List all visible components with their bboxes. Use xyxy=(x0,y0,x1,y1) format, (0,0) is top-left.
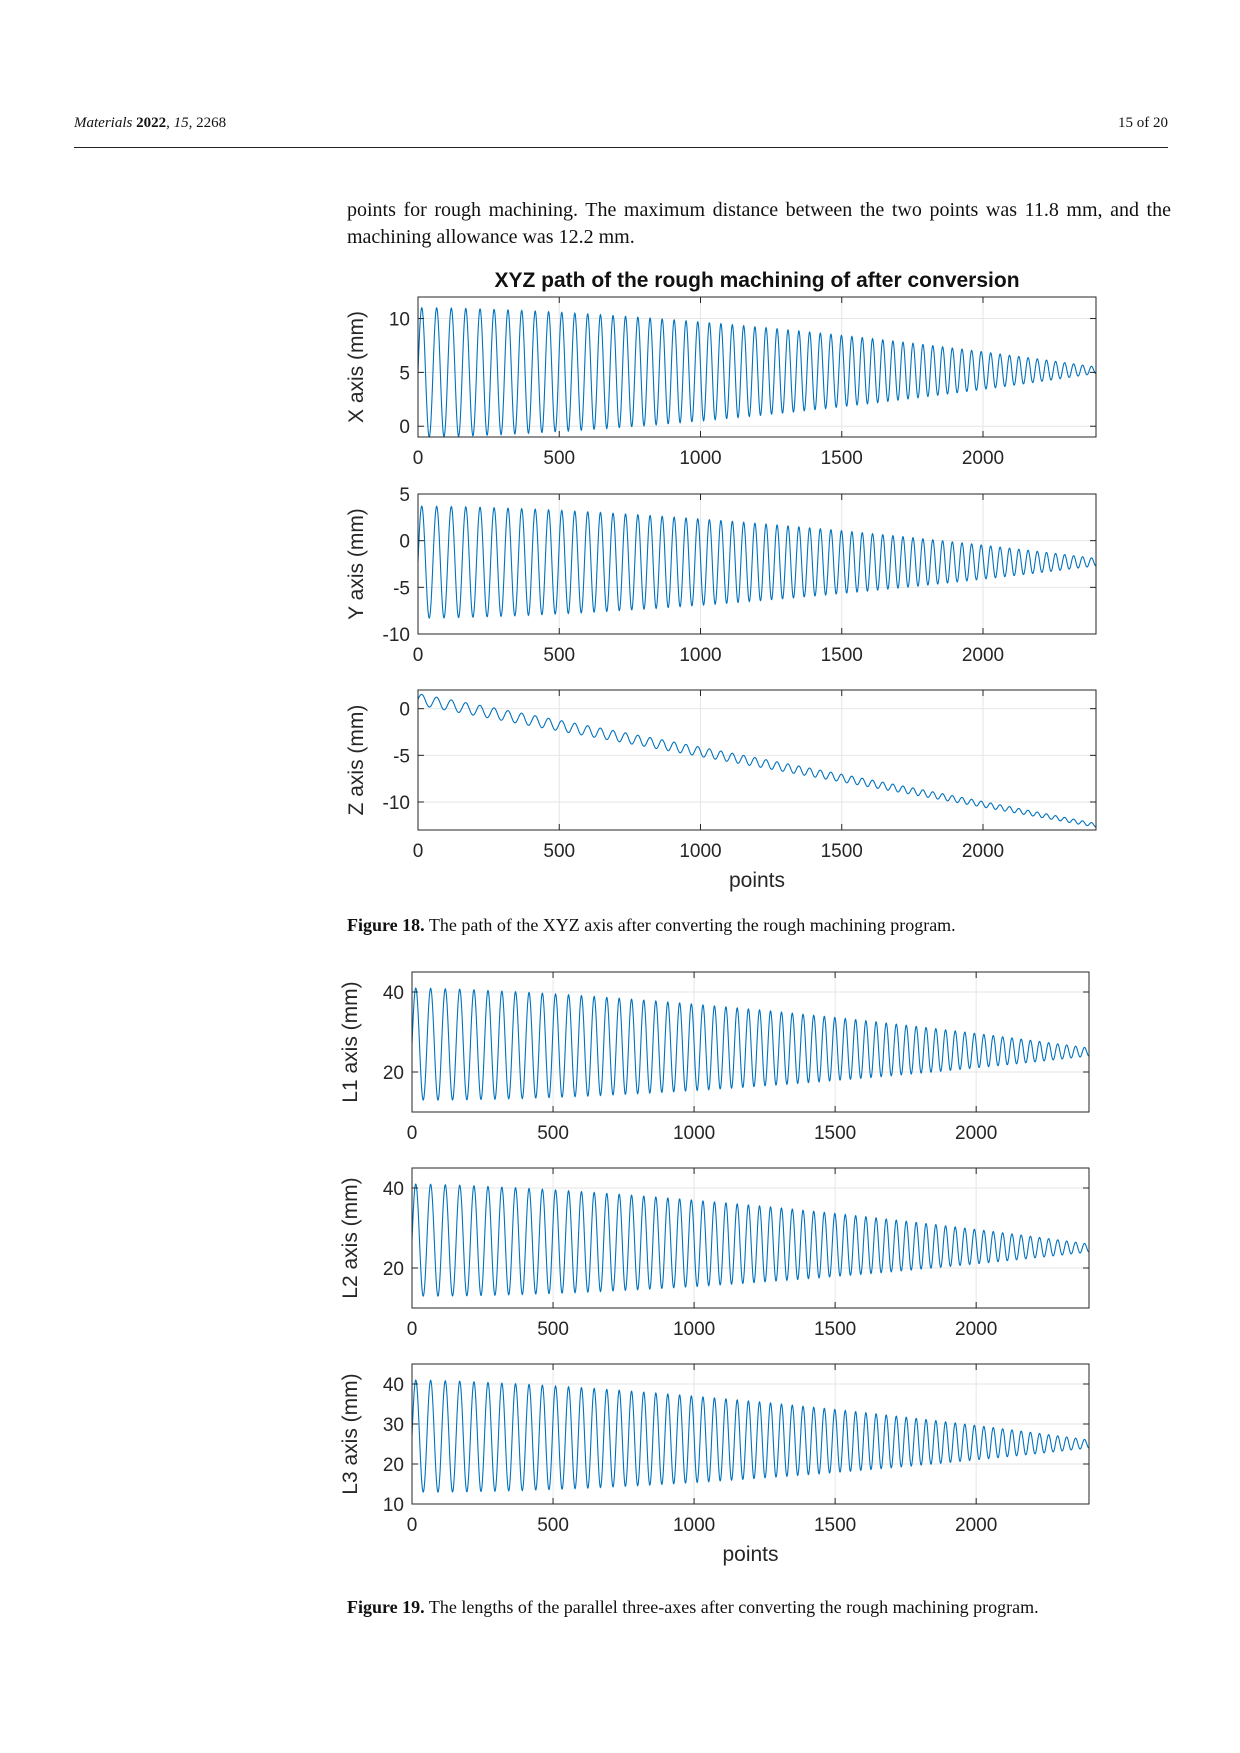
x-tick-label: 0 xyxy=(407,1515,418,1536)
plot-frame xyxy=(411,971,1090,1113)
x-tick-label: 1500 xyxy=(821,841,863,862)
x-tick-label: 500 xyxy=(537,1319,569,1340)
figure-18-caption: Figure 18. The path of the XYZ axis afte… xyxy=(347,913,956,937)
y-axis-label: Y axis (mm) xyxy=(345,508,368,620)
x-tick-label: 500 xyxy=(537,1515,569,1536)
figure-19-label: Figure 19. xyxy=(347,1597,425,1617)
series-line xyxy=(411,1183,1090,1297)
series-line xyxy=(417,306,1097,438)
y-tick-label: 0 xyxy=(399,417,410,438)
plot-frame xyxy=(417,296,1097,438)
x-tick-label: 0 xyxy=(413,645,424,666)
plot-frame xyxy=(417,493,1097,635)
x-tick-label: 1000 xyxy=(673,1515,715,1536)
y-axis-label: L1 axis (mm) xyxy=(339,981,362,1102)
journal-citation: Materials 2022, 15, 2268 xyxy=(74,115,227,131)
page-number: 15 of 20 xyxy=(1118,115,1168,131)
y-tick-label: -5 xyxy=(393,578,410,599)
x-tick-label: 1500 xyxy=(821,645,863,666)
y-tick-label: 5 xyxy=(399,485,410,506)
article-number: 2268 xyxy=(196,115,227,131)
y-tick-label: -10 xyxy=(383,793,410,814)
y-tick-label: 20 xyxy=(383,1063,404,1084)
x-tick-label: 0 xyxy=(407,1319,418,1340)
x-axis-label: points xyxy=(722,1543,778,1566)
x-tick-label: 500 xyxy=(537,1123,569,1144)
y-tick-label: 40 xyxy=(383,983,404,1004)
plot-frame xyxy=(411,1167,1090,1309)
series-line xyxy=(417,693,1097,828)
figure-18-label: Figure 18. xyxy=(347,915,425,935)
y-axis-label: L2 axis (mm) xyxy=(339,1177,362,1298)
y-tick-label: 40 xyxy=(383,1179,404,1200)
x-tick-label: 2000 xyxy=(962,841,1004,862)
series-line xyxy=(417,505,1097,619)
journal-name: Materials xyxy=(74,115,133,131)
x-tick-label: 1000 xyxy=(679,448,721,469)
x-tick-label: 1500 xyxy=(814,1123,856,1144)
y-axis-label: X axis (mm) xyxy=(345,311,368,423)
x-tick-label: 500 xyxy=(543,841,575,862)
page-header: Materials 2022, 15, 2268 15 of 20 xyxy=(74,115,1168,148)
x-tick-label: 0 xyxy=(413,448,424,469)
y-tick-label: -10 xyxy=(383,625,410,646)
x-tick-label: 1500 xyxy=(814,1515,856,1536)
x-tick-label: 2000 xyxy=(962,645,1004,666)
plot-frame xyxy=(411,1363,1090,1505)
y-tick-label: 0 xyxy=(399,700,410,721)
y-tick-label: 0 xyxy=(399,532,410,553)
x-tick-label: 1000 xyxy=(673,1319,715,1340)
y-axis-label: L3 axis (mm) xyxy=(339,1373,362,1494)
x-tick-label: 1000 xyxy=(673,1123,715,1144)
y-tick-label: 10 xyxy=(389,310,410,331)
body-paragraph: points for rough machining. The maximum … xyxy=(347,199,1171,248)
y-tick-label: 5 xyxy=(399,363,410,384)
y-axis-label: Z axis (mm) xyxy=(345,705,368,816)
journal-year: 2022 xyxy=(136,115,167,131)
x-tick-label: 1000 xyxy=(679,841,721,862)
y-tick-label: 10 xyxy=(383,1495,404,1516)
x-tick-label: 2000 xyxy=(955,1319,997,1340)
x-tick-label: 500 xyxy=(543,645,575,666)
series-line xyxy=(411,987,1090,1101)
plot-frame xyxy=(417,689,1097,831)
x-tick-label: 1500 xyxy=(821,448,863,469)
y-tick-label: 30 xyxy=(383,1415,404,1436)
x-tick-label: 0 xyxy=(407,1123,418,1144)
x-tick-label: 2000 xyxy=(955,1515,997,1536)
figure-19-caption: Figure 19. The lengths of the parallel t… xyxy=(347,1595,1039,1619)
chart-title: XYZ path of the rough machining of after… xyxy=(494,269,1019,292)
figure-18-text: The path of the XYZ axis after convertin… xyxy=(424,915,956,935)
x-tick-label: 500 xyxy=(543,448,575,469)
x-tick-label: 2000 xyxy=(962,448,1004,469)
y-tick-label: 20 xyxy=(383,1259,404,1280)
y-tick-label: -5 xyxy=(393,746,410,767)
x-tick-label: 0 xyxy=(413,841,424,862)
x-axis-label: points xyxy=(729,869,785,892)
x-tick-label: 1500 xyxy=(814,1319,856,1340)
series-line xyxy=(411,1379,1090,1493)
journal-volume: 15 xyxy=(173,115,189,131)
x-tick-label: 2000 xyxy=(955,1123,997,1144)
x-tick-label: 1000 xyxy=(679,645,721,666)
figure-19-text: The lengths of the parallel three-axes a… xyxy=(424,1597,1039,1617)
y-tick-label: 40 xyxy=(383,1375,404,1396)
y-tick-label: 20 xyxy=(383,1455,404,1476)
